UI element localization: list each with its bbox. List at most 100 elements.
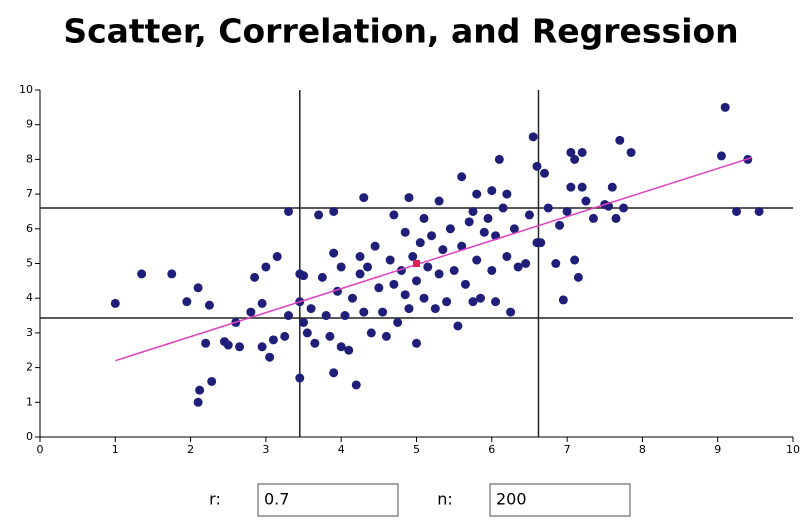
point — [344, 345, 354, 355]
point — [419, 213, 429, 223]
point — [355, 269, 365, 279]
point — [570, 154, 580, 164]
point — [588, 213, 598, 223]
point — [521, 259, 531, 268]
point — [483, 213, 493, 223]
point — [498, 203, 508, 213]
y-tick-label: 9 — [26, 118, 33, 131]
mean-point — [413, 260, 420, 267]
point — [412, 338, 421, 348]
point — [193, 397, 203, 407]
point — [295, 373, 305, 383]
point — [359, 307, 369, 317]
point — [449, 265, 459, 275]
control-label: r: — [209, 490, 221, 509]
point — [528, 132, 538, 142]
point — [513, 262, 523, 272]
point — [457, 241, 467, 251]
point — [257, 298, 267, 308]
point — [336, 262, 346, 272]
point — [389, 210, 399, 220]
y-tick-label: 10 — [19, 83, 33, 96]
point — [419, 293, 429, 303]
point — [438, 245, 448, 255]
point — [509, 224, 519, 234]
point — [532, 161, 542, 171]
point — [310, 338, 320, 348]
point — [355, 252, 365, 262]
point — [283, 206, 293, 216]
y-tick-label: 1 — [26, 395, 33, 408]
x-tick-label: 7 — [564, 443, 571, 456]
point — [283, 311, 293, 321]
point — [472, 189, 482, 199]
input-box[interactable] — [489, 483, 631, 517]
x-tick-label: 8 — [639, 443, 646, 456]
point — [389, 279, 399, 289]
point — [110, 298, 120, 308]
point — [268, 335, 278, 345]
point — [615, 135, 625, 145]
point — [453, 321, 463, 331]
point — [299, 317, 309, 327]
x-tick-label: 0 — [37, 443, 44, 456]
point — [246, 307, 256, 317]
input-box[interactable] — [257, 483, 399, 517]
point — [347, 293, 357, 303]
point — [207, 376, 217, 386]
chart-title: Scatter, Correlation, and Regression — [63, 12, 738, 51]
point — [404, 193, 414, 203]
point — [506, 307, 516, 317]
y-tick-label: 4 — [26, 291, 33, 304]
point — [381, 331, 391, 341]
point — [716, 151, 726, 161]
point — [502, 189, 512, 199]
point — [551, 259, 561, 268]
point — [400, 227, 410, 237]
point — [536, 238, 546, 248]
point — [306, 304, 316, 314]
point — [257, 342, 267, 352]
point — [366, 328, 376, 338]
point — [607, 182, 617, 192]
point — [340, 311, 350, 321]
point — [430, 304, 440, 314]
point — [754, 206, 764, 216]
y-tick-label: 7 — [26, 187, 33, 200]
y-tick-label: 6 — [26, 222, 33, 235]
control-label: n: — [437, 490, 453, 509]
point — [280, 331, 290, 341]
point — [626, 147, 636, 157]
y-tick-label: 2 — [26, 361, 33, 374]
point — [445, 224, 455, 234]
point — [329, 368, 339, 378]
point — [415, 238, 425, 248]
regression-line — [115, 156, 752, 362]
input-value: 200 — [496, 490, 527, 509]
point — [299, 271, 309, 281]
point — [476, 293, 486, 303]
point — [558, 295, 568, 305]
point — [363, 262, 373, 272]
point — [457, 172, 467, 182]
point — [479, 227, 489, 237]
point — [336, 342, 346, 352]
x-tick-label: 1 — [112, 443, 119, 456]
point — [570, 255, 580, 265]
point — [261, 262, 271, 272]
point — [468, 206, 478, 216]
point — [385, 255, 395, 265]
point — [404, 304, 414, 314]
point — [378, 307, 388, 317]
point — [464, 217, 474, 227]
y-tick-label: 8 — [26, 152, 33, 165]
point — [272, 252, 282, 262]
point — [329, 248, 339, 258]
point — [566, 147, 576, 157]
point — [472, 255, 482, 265]
x-tick-label: 9 — [714, 443, 721, 456]
point — [314, 210, 324, 220]
point — [460, 279, 470, 289]
